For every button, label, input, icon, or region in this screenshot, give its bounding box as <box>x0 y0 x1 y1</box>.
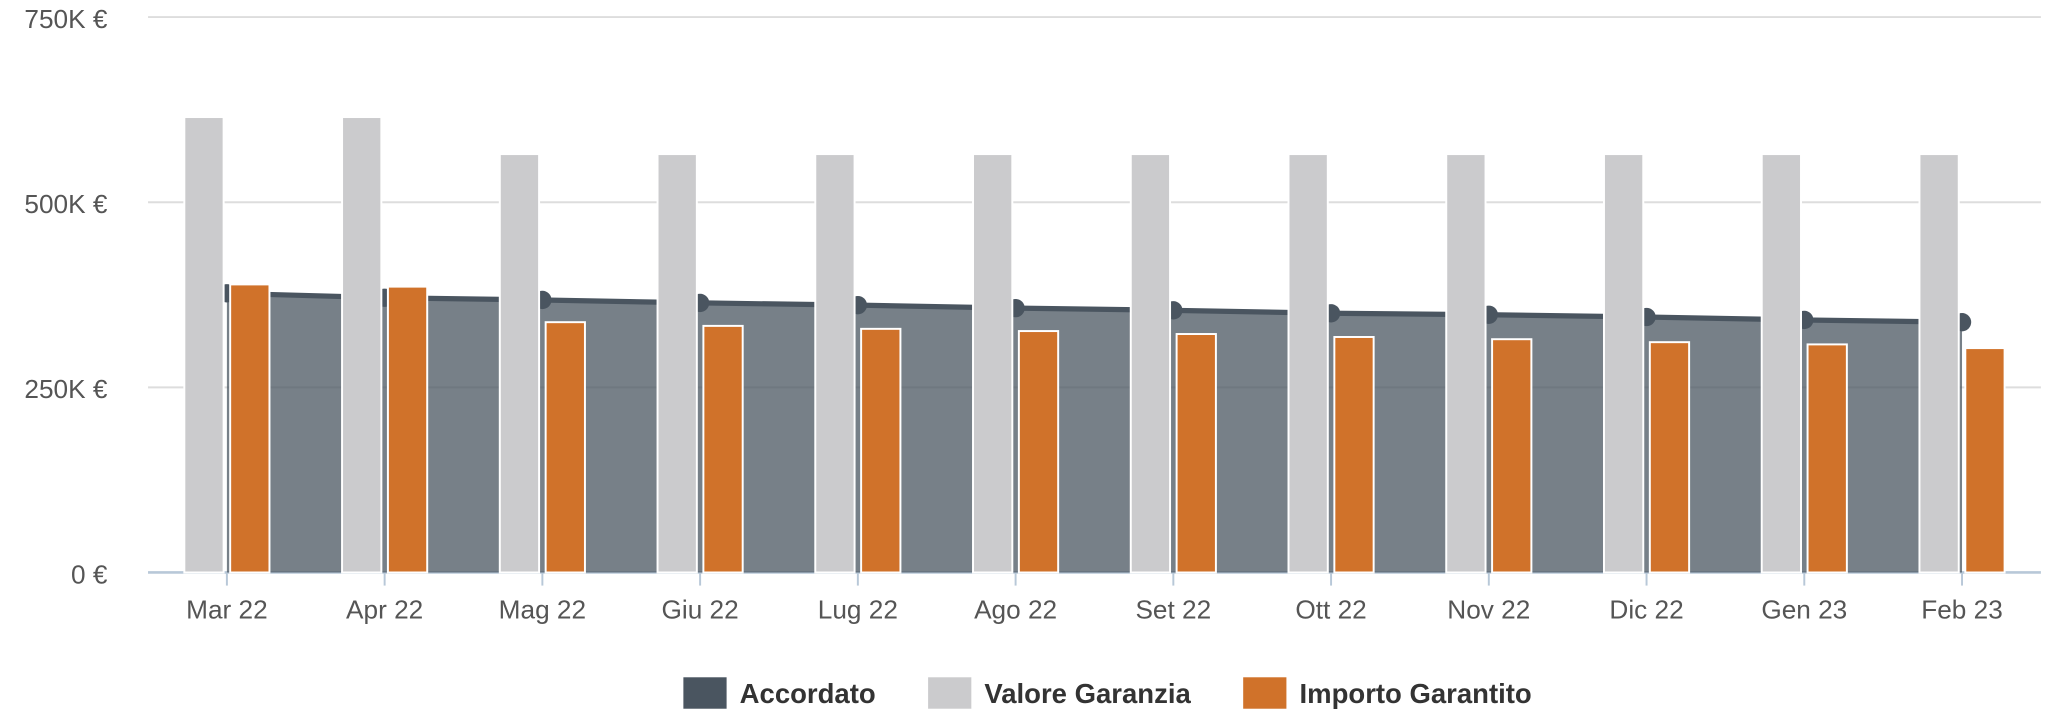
legend-swatch <box>1243 677 1287 709</box>
bar <box>183 116 225 574</box>
bar <box>1648 341 1691 574</box>
bar <box>1175 333 1217 574</box>
x-tick-label: Mag 22 <box>499 595 586 625</box>
x-tick-label: Ago 22 <box>974 595 1057 625</box>
y-tick-label: 750K € <box>24 4 107 34</box>
y-tick-label: 0 € <box>71 559 108 589</box>
legend-swatch <box>683 677 727 709</box>
x-tick-label: Nov 22 <box>1447 595 1530 625</box>
bar <box>1017 330 1060 574</box>
x-tick-label: Dic 22 <box>1609 595 1683 625</box>
bar <box>1129 153 1172 574</box>
bar <box>544 321 586 574</box>
bar <box>1445 153 1487 574</box>
x-tick-label: Apr 22 <box>346 595 423 625</box>
bar <box>1760 153 1802 574</box>
bar <box>1287 153 1329 574</box>
bar <box>972 153 1014 574</box>
x-tick-label: Mar 22 <box>186 595 268 625</box>
x-tick-label: Feb 23 <box>1921 595 2003 625</box>
bar <box>386 285 429 574</box>
legend-label: Accordato <box>740 678 876 709</box>
bar <box>1491 338 1533 574</box>
x-tick-label: Gen 23 <box>1761 595 1847 625</box>
bar <box>860 327 902 574</box>
bar <box>656 153 698 574</box>
legend-swatch <box>928 677 972 709</box>
y-tick-label: 250K € <box>24 374 107 404</box>
bar <box>1602 153 1645 574</box>
x-tick-label: Set 22 <box>1135 595 1211 625</box>
legend-label: Valore Garanzia <box>984 678 1191 709</box>
bar <box>1806 343 1848 574</box>
y-tick-label: 500K € <box>24 189 107 219</box>
bar <box>814 153 856 574</box>
bar <box>1964 347 2006 574</box>
legend-label: Importo Garantito <box>1300 678 1532 709</box>
x-tick-label: Ott 22 <box>1295 595 1366 625</box>
bar <box>1333 336 1375 574</box>
x-tick-label: Giu 22 <box>662 595 739 625</box>
bar <box>1918 153 1960 574</box>
legend: Accordato Valore Garanzia Importo Garantit… <box>683 677 1532 709</box>
x-tick-label: Lug 22 <box>818 595 898 625</box>
bar <box>702 324 744 574</box>
bar <box>341 116 383 574</box>
area <box>226 293 1963 573</box>
bar <box>229 283 271 574</box>
bar <box>498 153 541 574</box>
